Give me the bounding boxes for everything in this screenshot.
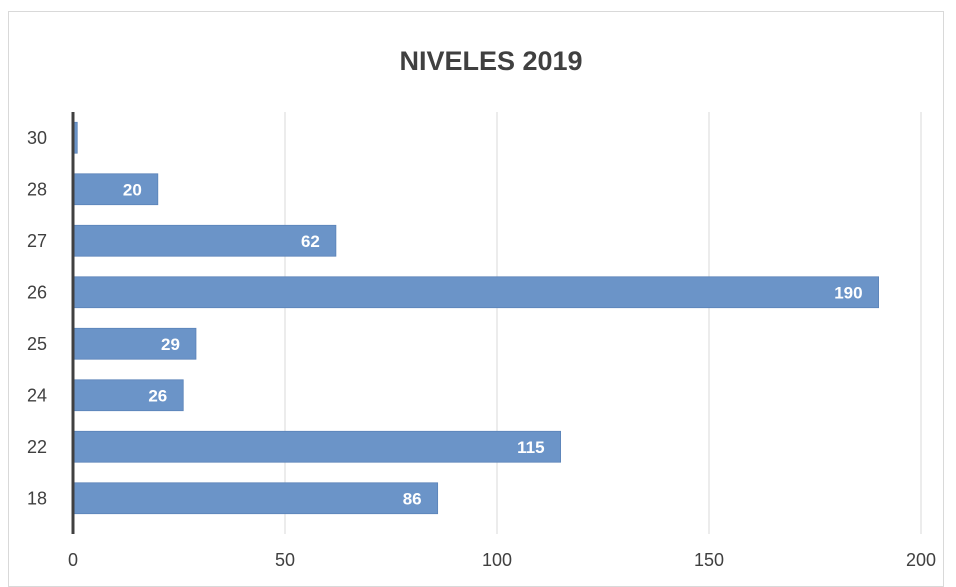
bar-27	[72, 224, 337, 257]
bar-22	[72, 430, 562, 463]
y-tick-label: 18	[27, 488, 47, 508]
gridlines	[284, 112, 922, 534]
chart-frame: NIVELES 2019 86 115 26 29 190 62 20 18 22 24 25 26…	[8, 11, 944, 587]
bar-28	[72, 173, 159, 206]
chart-title: NIVELES 2019	[399, 46, 582, 76]
bars	[72, 121, 879, 515]
data-label-27: 62	[301, 232, 320, 251]
data-labels: 86 115 26 29 190 62 20	[123, 180, 863, 508]
bar-26	[72, 276, 879, 309]
x-tick-label: 200	[906, 550, 936, 570]
y-tick-label: 25	[27, 334, 47, 354]
y-tick-label: 27	[27, 231, 47, 251]
y-tick-label: 22	[27, 437, 47, 457]
data-label-28: 20	[123, 180, 142, 199]
y-tick-label: 26	[27, 282, 47, 302]
bar-25	[72, 327, 197, 360]
y-tick-label: 30	[27, 128, 47, 148]
x-tick-label: 100	[482, 550, 512, 570]
x-tick-label: 0	[68, 550, 78, 570]
x-axis-ticks: 0 50 100 150 200	[68, 550, 936, 570]
data-label-18: 86	[403, 489, 422, 508]
bar-24	[72, 379, 184, 412]
data-label-22: 115	[517, 438, 544, 457]
bar-18	[72, 482, 439, 515]
x-tick-label: 150	[694, 550, 724, 570]
y-tick-label: 28	[27, 179, 47, 199]
y-tick-label: 24	[27, 385, 47, 405]
x-tick-label: 50	[275, 550, 295, 570]
data-label-26: 190	[834, 283, 862, 302]
data-label-25: 29	[161, 335, 180, 354]
bar-chart: NIVELES 2019 86 115 26 29 190 62 20 18 22 24 25 26…	[27, 46, 936, 570]
y-axis-ticks: 18 22 24 25 26 27 28 30	[27, 128, 47, 509]
data-label-24: 26	[148, 386, 167, 405]
